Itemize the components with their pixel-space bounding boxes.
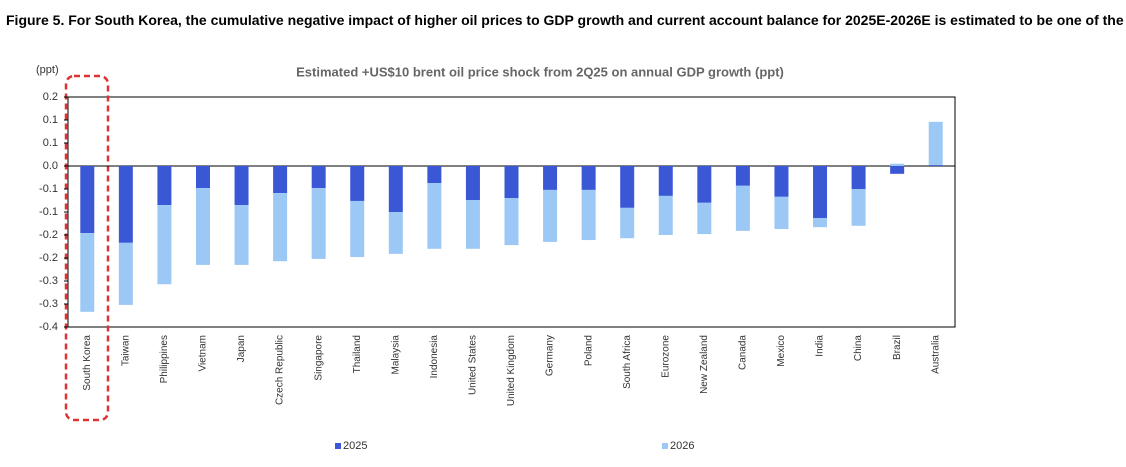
x-tick-label: Singapore <box>313 335 324 381</box>
y-tick-label: -0.3 <box>39 298 58 310</box>
x-tick-label: United Kingdom <box>506 335 517 406</box>
y-tick-label: 0.2 <box>43 91 58 103</box>
bar <box>118 242 133 305</box>
figure-title: Figure 5. For South Korea, the cumulativ… <box>6 12 1126 28</box>
bar <box>311 166 326 189</box>
bar <box>581 166 596 190</box>
bar <box>735 166 750 186</box>
bar <box>350 200 365 258</box>
bar <box>157 166 172 206</box>
bar <box>504 198 519 246</box>
bar <box>620 166 635 208</box>
bar <box>195 188 210 265</box>
bar <box>388 166 403 212</box>
bar <box>928 121 943 166</box>
x-tick-label: Poland <box>583 335 594 366</box>
x-tick-label: United States <box>468 335 479 395</box>
legend-swatch <box>335 443 341 449</box>
bar <box>890 166 905 174</box>
bar <box>118 166 133 243</box>
bar <box>427 183 442 249</box>
y-tick-label: 0.0 <box>43 160 58 172</box>
x-tick-label: New Zealand <box>699 335 710 394</box>
bar <box>581 189 596 241</box>
legend-label: 2026 <box>670 440 694 452</box>
x-tick-label: South Korea <box>82 335 93 391</box>
legend-swatch <box>662 443 668 449</box>
y-tick-label: -0.3 <box>39 275 58 287</box>
bar <box>851 166 866 189</box>
bar <box>80 233 95 312</box>
x-tick-label: Malaysia <box>390 335 401 375</box>
y-tick-label: -0.1 <box>39 206 58 218</box>
bar <box>465 200 480 249</box>
y-tick-label: -0.1 <box>39 183 58 195</box>
y-tick-label: -0.2 <box>39 252 58 264</box>
bar <box>851 189 866 226</box>
x-tick-label: Brazil <box>892 335 903 360</box>
x-tick-label: China <box>853 335 864 362</box>
x-tick-label: South Africa <box>622 335 633 389</box>
bar <box>273 166 288 194</box>
bar <box>350 166 365 201</box>
x-tick-label: Canada <box>738 335 749 370</box>
bar <box>813 166 828 218</box>
x-tick-label: Eurozone <box>660 335 671 378</box>
bar <box>774 196 789 230</box>
bar <box>890 163 905 166</box>
x-tick-label: Vietnam <box>198 335 209 372</box>
bar <box>697 202 712 235</box>
bar <box>80 166 95 234</box>
x-tick-label: Philippines <box>159 335 170 383</box>
x-tick-label: Indonesia <box>429 335 440 379</box>
bar <box>195 166 210 189</box>
bar <box>543 189 558 242</box>
bar <box>658 166 673 196</box>
bar <box>273 193 288 262</box>
x-tick-label: Australia <box>930 335 941 374</box>
chart-title: Estimated +US$10 brent oil price shock f… <box>296 64 784 79</box>
x-tick-label: Mexico <box>776 335 787 367</box>
bar <box>697 166 712 203</box>
bar <box>735 185 750 231</box>
bar <box>504 166 519 199</box>
x-tick-label: Germany <box>545 335 556 376</box>
x-tick-label: Japan <box>236 335 247 362</box>
bar <box>465 166 480 201</box>
bar <box>813 217 828 228</box>
x-tick-label: Taiwan <box>120 335 131 366</box>
y-tick-label: 0.1 <box>43 114 58 126</box>
y-axis-label: (ppt) <box>36 64 59 76</box>
x-tick-label: India <box>815 335 826 357</box>
bar <box>157 205 172 285</box>
x-tick-label: Czech Republic <box>275 335 286 405</box>
y-tick-label: -0.4 <box>39 321 58 333</box>
x-tick-label: Thailand <box>352 335 363 373</box>
y-tick-label: -0.2 <box>39 229 58 241</box>
legend-label: 2025 <box>343 440 367 452</box>
bar <box>620 207 635 239</box>
bar <box>543 166 558 190</box>
y-tick-label: 0.1 <box>43 137 58 149</box>
bar <box>427 166 442 184</box>
highlight-box <box>64 74 110 422</box>
bar <box>234 205 249 265</box>
bar <box>658 195 673 235</box>
bar <box>774 166 789 197</box>
bar <box>928 165 943 166</box>
bar <box>388 212 403 254</box>
bar <box>311 188 326 259</box>
bar <box>234 166 249 206</box>
